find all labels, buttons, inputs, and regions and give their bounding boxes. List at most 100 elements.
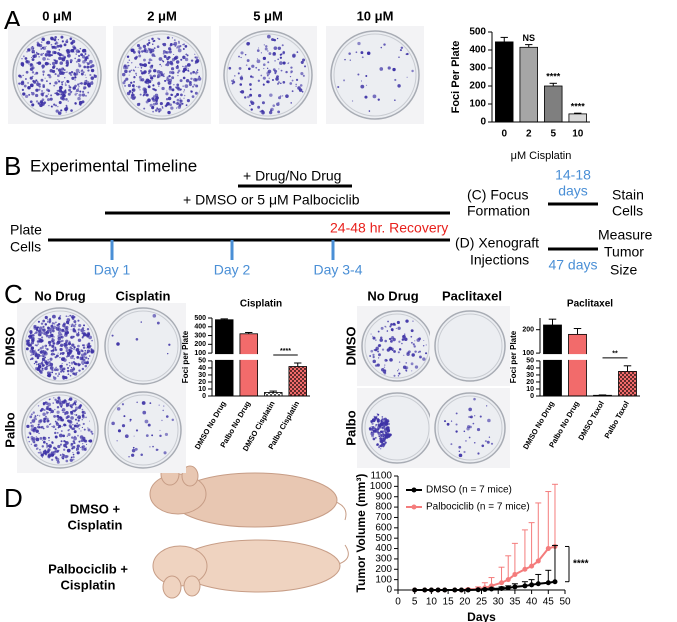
colony [458,453,463,458]
colony [125,66,129,70]
colony [73,366,75,368]
colony [256,59,261,64]
colony [365,84,368,86]
colony [41,369,44,372]
colony [33,362,36,365]
colony [267,50,269,52]
colony [387,422,391,426]
colony [51,324,53,326]
colony [69,314,71,317]
colony [68,449,71,452]
colony [58,80,60,83]
colony [285,70,288,74]
point [512,571,518,577]
colony [59,364,63,368]
colony [151,79,153,82]
colony [377,98,380,101]
colony [67,429,70,432]
colony [48,436,50,439]
axis-break-gap [538,354,642,360]
y-tick-label: 50 [526,358,534,365]
colony [83,324,85,327]
colony [53,38,57,42]
colony [262,63,266,66]
colony [382,419,385,422]
colony [83,428,86,431]
colony [137,85,141,89]
colony [77,338,82,342]
colony [41,439,44,441]
colony [384,422,389,426]
colony [35,437,40,442]
colony [166,58,169,61]
colony [58,433,63,438]
colony [116,342,120,346]
colony [155,96,159,100]
colony [401,342,403,345]
colony [377,420,380,423]
colony [84,364,88,368]
colony [413,345,416,348]
colony [174,102,176,104]
bar-hatch [288,366,307,396]
colony [70,48,75,53]
colony [181,102,184,105]
colony [37,85,39,87]
colony [455,423,458,426]
colony [231,82,234,85]
colony [149,65,154,69]
colony [74,323,77,326]
colony [77,329,79,331]
colony [91,339,93,342]
colony [343,79,346,82]
colony [405,362,408,364]
colony [47,364,50,367]
colony [261,101,265,105]
y-tick-label: 200 [375,564,392,575]
colony [86,327,90,331]
colony [190,77,193,80]
colony [455,430,458,433]
colony [179,97,181,99]
colony [162,50,166,53]
y-tick-label: 400 [469,45,486,56]
colony [185,78,190,83]
colony [30,422,32,424]
colony [61,409,63,412]
colony [72,427,76,431]
colony [479,415,482,418]
dish-inner [107,310,179,382]
colony [51,425,53,428]
colony [168,87,172,91]
colony [469,425,472,429]
colony [49,74,51,76]
colony [171,57,176,62]
colony [66,335,68,337]
point [545,580,551,586]
colony [51,46,55,49]
colony [72,324,76,328]
colony [61,83,64,86]
colony [368,110,371,112]
colony [377,431,381,436]
colony [58,53,62,57]
colony [277,110,281,114]
colony [53,368,57,372]
colony [131,89,134,92]
timeline-duration: 47 days [548,257,597,273]
colony [186,54,189,57]
colony [151,434,154,437]
colony [111,421,115,426]
colony [30,435,34,439]
colony [86,349,91,353]
colony [171,88,175,92]
colony [87,91,90,94]
dish-label: DMSO [2,327,17,366]
colony [164,432,169,437]
colony [273,38,275,40]
colony [43,351,48,356]
colony [30,413,33,416]
colony [69,37,73,41]
colony [63,448,66,451]
colony [165,98,169,101]
